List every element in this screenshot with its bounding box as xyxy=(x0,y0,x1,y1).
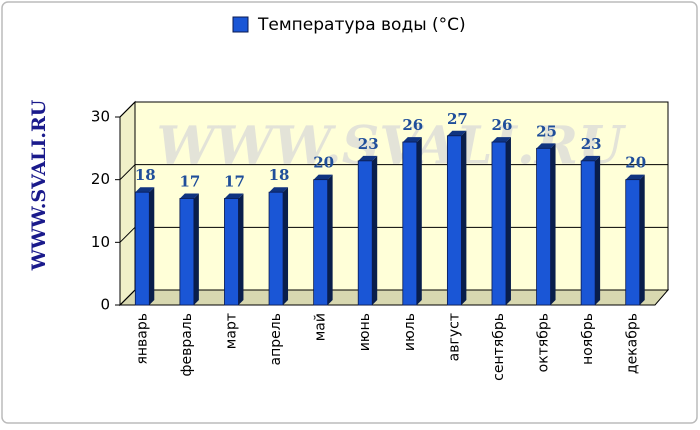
value-label: 17 xyxy=(179,172,200,190)
bar xyxy=(446,135,462,306)
bar-side xyxy=(639,174,645,305)
bar xyxy=(536,147,551,306)
value-label: 25 xyxy=(536,122,557,140)
legend-label: Температура воды (°C) xyxy=(257,15,466,35)
bar-top xyxy=(625,174,645,180)
x-tick-label: ноябрь xyxy=(580,313,596,365)
bar xyxy=(580,160,596,306)
value-label: 27 xyxy=(447,110,468,128)
bar-top xyxy=(135,187,155,193)
bar-side xyxy=(461,130,467,305)
bar-side xyxy=(416,137,422,305)
bar-top xyxy=(269,187,289,193)
bar xyxy=(402,141,418,306)
grid-line xyxy=(119,101,136,118)
value-label: 23 xyxy=(358,135,379,153)
bar-top xyxy=(224,193,244,199)
bar xyxy=(179,198,195,306)
y-tick-label: 10 xyxy=(91,233,110,251)
bar-top xyxy=(179,193,199,199)
bar xyxy=(134,191,150,306)
value-label: 18 xyxy=(269,166,290,184)
value-label: 20 xyxy=(313,154,334,172)
bar-side xyxy=(238,193,244,305)
y-tick-label: 30 xyxy=(91,108,110,126)
bar-side xyxy=(283,187,289,305)
bar xyxy=(357,160,373,306)
bar xyxy=(491,141,507,306)
value-label: 26 xyxy=(402,116,423,134)
bar-top xyxy=(358,155,378,161)
back-wall xyxy=(134,101,669,291)
x-tick-label: октябрь xyxy=(536,313,552,372)
bar-top xyxy=(581,155,601,161)
bar-top xyxy=(447,130,467,136)
grid-line xyxy=(119,289,136,306)
bar-side xyxy=(595,155,601,305)
y-tick-label: 0 xyxy=(100,296,110,314)
bar xyxy=(268,191,284,306)
bar-top xyxy=(402,137,422,143)
x-tick-label: май xyxy=(313,313,329,341)
bar-side xyxy=(193,193,199,305)
grid-line xyxy=(119,164,136,181)
x-tick-label: февраль xyxy=(179,313,195,377)
x-tick-label: август xyxy=(446,313,462,361)
bar-side xyxy=(505,137,511,305)
x-tick-label: январь xyxy=(134,313,150,365)
y-tick-label: 20 xyxy=(91,170,110,188)
x-tick-label: апрель xyxy=(268,313,284,365)
bar-side xyxy=(550,143,556,305)
x-tick-label: сентябрь xyxy=(491,313,507,381)
value-label: 17 xyxy=(224,172,245,190)
bar-side xyxy=(372,155,378,305)
value-label: 23 xyxy=(581,135,602,153)
bar-top xyxy=(491,137,511,143)
bar-side xyxy=(327,174,333,305)
grid-line xyxy=(119,226,136,243)
bar-top xyxy=(536,143,556,149)
bar-side xyxy=(149,187,155,305)
bar xyxy=(313,179,329,306)
value-label: 18 xyxy=(135,166,156,184)
value-label: 26 xyxy=(492,116,513,134)
bar xyxy=(224,198,239,306)
legend-swatch xyxy=(232,16,249,33)
bar-top xyxy=(313,174,333,180)
bar xyxy=(625,179,641,306)
x-tick-label: декабрь xyxy=(625,313,641,374)
side-label: WWW.SVALI.RU xyxy=(28,99,50,271)
x-tick-label: июль xyxy=(402,313,418,351)
side-wall xyxy=(119,100,136,307)
value-label: 20 xyxy=(625,154,646,172)
x-tick-label: март xyxy=(223,313,239,349)
legend: Температура воды (°C) xyxy=(232,15,466,35)
x-tick-label: июнь xyxy=(357,313,373,351)
